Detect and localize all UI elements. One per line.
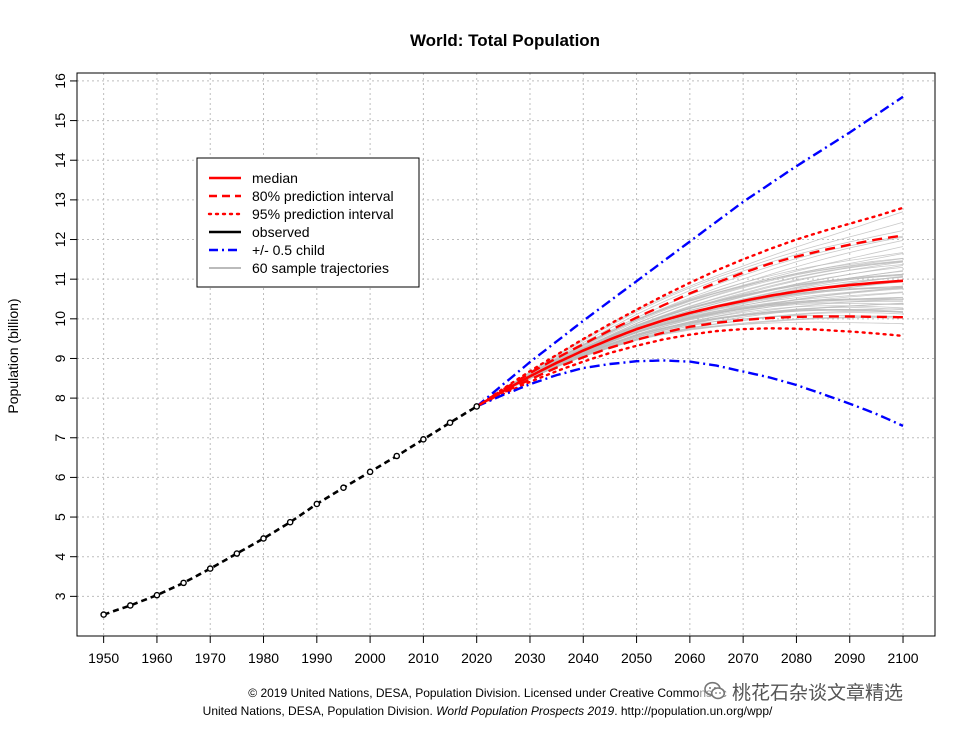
wechat-icon <box>704 681 726 700</box>
observed-point <box>100 611 107 618</box>
observed-point <box>286 518 294 526</box>
y-tick-label: 4 <box>52 553 68 561</box>
chart-title: World: Total Population <box>410 31 600 50</box>
sample-trajectory <box>476 302 904 407</box>
series-line-median <box>476 279 904 408</box>
observed-point <box>393 452 401 460</box>
legend-label: median <box>252 170 298 186</box>
x-tick-label: 2090 <box>834 650 865 666</box>
x-tick-label: 1990 <box>301 650 332 666</box>
grid <box>77 73 935 636</box>
legend-box <box>196 157 420 288</box>
y-tick-label: 15 <box>52 113 68 129</box>
observed-point <box>233 550 241 557</box>
x-tick-label: 2080 <box>781 650 812 666</box>
x-tick-label: 1970 <box>195 650 226 666</box>
x-tick-label: 2100 <box>887 650 918 666</box>
series-line-80-lower <box>476 315 903 408</box>
observed-point <box>366 468 374 476</box>
observed-point <box>313 500 321 508</box>
observed-point <box>260 535 267 542</box>
credit-line-1: © 2019 United Nations, DESA, Population … <box>248 686 727 700</box>
x-tick-label: 2010 <box>408 650 439 666</box>
series-line--0-5-child <box>475 95 904 408</box>
observed-point <box>473 403 480 410</box>
axes: 1950 1960 1970 1980 1990 2000 2010 2020 2030 2040… <box>52 73 919 666</box>
observed-point <box>126 602 134 609</box>
x-tick-label: 2050 <box>621 650 652 666</box>
sample-trajectory <box>476 305 904 407</box>
y-tick-label: 10 <box>52 311 68 327</box>
x-tick-label: 2040 <box>568 650 599 666</box>
y-tick-label: 5 <box>52 513 68 521</box>
credit-line-2: United Nations, DESA, Population Divisio… <box>0 704 975 718</box>
legend-label: +/- 0.5 child <box>252 242 325 258</box>
observed-point <box>340 484 347 492</box>
series-line-80-upper <box>476 234 904 408</box>
sample-trajectory <box>476 252 904 407</box>
watermark: 桃花石杂谈文章精选 <box>700 676 910 706</box>
y-tick-label: 11 <box>52 272 68 287</box>
y-tick-label: 6 <box>52 473 68 481</box>
y-tick-label: 16 <box>52 73 68 89</box>
x-tick-label: 2000 <box>355 650 386 666</box>
credit-line-2-suffix: . http://population.un.org/wpp/ <box>614 704 773 718</box>
legend-label: 60 sample trajectories <box>252 260 389 276</box>
y-tick-label: 8 <box>52 394 68 402</box>
series-line-95-lower <box>475 327 905 408</box>
x-tick-label: 2030 <box>514 650 545 666</box>
observed-point <box>180 579 187 587</box>
y-tick-label: 12 <box>52 232 68 248</box>
y-axis-label: Population (billion) <box>5 298 21 413</box>
watermark-text: 桃花石杂谈文章精选 <box>732 681 904 704</box>
series-line-95-upper <box>475 206 905 408</box>
observed-point <box>446 419 454 426</box>
x-tick-label: 1980 <box>248 650 279 666</box>
legend-label: 95% prediction interval <box>252 206 394 222</box>
x-tick-label: 1960 <box>141 650 172 666</box>
credit-line-2-prefix: United Nations, DESA, Population Divisio… <box>202 704 437 718</box>
legend-label: 80% prediction interval <box>252 188 394 204</box>
y-tick-label: 14 <box>52 152 68 168</box>
x-tick-label: 2070 <box>728 650 759 666</box>
sample-trajectory <box>476 275 904 407</box>
sample-trajectory <box>476 308 904 407</box>
y-tick-label: 9 <box>52 354 68 362</box>
y-tick-label: 13 <box>52 192 68 208</box>
legend-label: observed <box>252 224 310 240</box>
legend: median 80% prediction interval 95% predict… <box>196 157 420 288</box>
observed-point <box>153 591 161 599</box>
y-tick-label: 3 <box>52 592 68 600</box>
x-tick-label: 1950 <box>88 650 119 666</box>
series-line--0-5-child <box>476 359 904 427</box>
plot-frame <box>76 72 936 637</box>
y-tick-label: 7 <box>52 434 68 442</box>
x-tick-label: 2020 <box>461 650 492 666</box>
series-layer <box>100 95 905 618</box>
sample-trajectory <box>476 258 904 407</box>
observed-point <box>420 436 427 443</box>
credit-line-2-title: World Population Prospects 2019 <box>436 704 615 718</box>
sample-trajectory <box>476 257 904 407</box>
observed-point <box>206 565 214 572</box>
x-tick-label: 2060 <box>674 650 705 666</box>
series-line-observed <box>103 405 478 616</box>
